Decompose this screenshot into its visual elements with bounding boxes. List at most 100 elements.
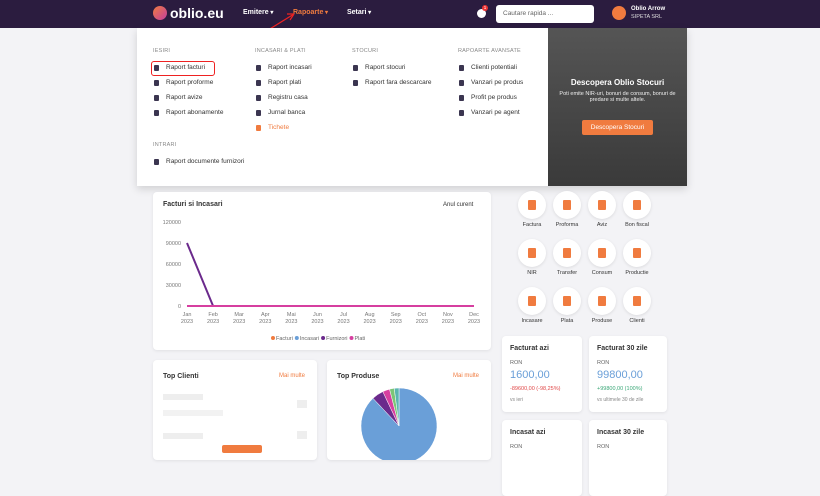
promo-panel: Descopera Oblio Stocuri Poti emite NIR-u… — [548, 28, 687, 186]
stat-currency: RON — [597, 444, 610, 450]
period-select[interactable]: Anul curent — [443, 202, 474, 208]
action-button[interactable] — [553, 239, 581, 267]
action-button[interactable] — [553, 287, 581, 315]
y-tick-label: 120000 — [163, 220, 181, 226]
menu-heading: INCASARI & PLATI — [255, 48, 306, 54]
menu-item[interactable]: Raport fara descarcare — [352, 79, 431, 86]
nav-item[interactable]: Setari — [347, 9, 371, 16]
action-label[interactable]: Plata — [560, 318, 574, 324]
menu-item[interactable]: Registru casa — [255, 94, 308, 101]
stat-card: Facturat 30 zile RON 99800,00 +99800,00 (10… — [589, 336, 667, 412]
nav-item[interactable]: Emitere — [243, 9, 273, 16]
x-tick-label: Jun 2023 — [311, 312, 324, 325]
action-label[interactable]: Factura — [522, 222, 542, 228]
page: oblio.eu Emitere Rapoarte Setari 1 Cauta… — [0, 0, 820, 448]
stat-title: Facturat azi — [510, 345, 549, 352]
action-button[interactable] — [588, 287, 616, 315]
stat-card: Incasat azi RON — [502, 420, 582, 496]
menu-item[interactable]: Raport facturi — [153, 64, 205, 71]
series-line — [186, 242, 474, 307]
notification-icon[interactable] — [477, 9, 486, 18]
top-clienti-card: Top Clienti Mai multe — [153, 360, 317, 460]
action-button[interactable] — [518, 239, 546, 267]
more-link[interactable]: Mai multe — [453, 373, 480, 379]
stat-value: 1600,00 — [510, 369, 550, 381]
x-tick-label: Apr 2023 — [259, 312, 272, 325]
action-label[interactable]: Aviz — [596, 222, 608, 228]
placeholder — [163, 410, 223, 416]
card-title: Top Clienti — [163, 373, 199, 380]
menu-item[interactable]: Raport proforme — [153, 79, 213, 86]
stat-card: Incasat 30 zile RON — [589, 420, 667, 496]
menu-heading: STOCURI — [352, 48, 379, 54]
header: oblio.eu Emitere Rapoarte Setari 1 Cauta… — [0, 0, 820, 28]
action-button[interactable] — [518, 287, 546, 315]
x-tick-label: Oct 2023 — [415, 312, 428, 325]
legend-swatch — [321, 336, 326, 340]
action-label[interactable]: Proforma — [555, 222, 579, 228]
menu-item[interactable]: Tichete — [255, 124, 289, 131]
quick-actions: Factura Proforma Aviz Bon fiscal NIR Transfer… — [505, 190, 675, 330]
action-label[interactable]: Produse — [591, 318, 613, 324]
placeholder — [297, 431, 307, 439]
logo-icon — [153, 6, 167, 20]
search-input[interactable]: Cautare rapida ... — [496, 5, 594, 23]
nav-item[interactable]: Rapoarte — [293, 9, 328, 16]
stat-currency: RON — [597, 360, 610, 366]
menu-item[interactable]: Raport stocuri — [352, 64, 405, 71]
action-button[interactable] — [518, 191, 546, 219]
placeholder — [297, 400, 307, 408]
x-tick-label: Dec 2023 — [467, 312, 481, 325]
action-label[interactable]: Clienti — [629, 318, 645, 324]
action-button[interactable] — [588, 239, 616, 267]
stat-note: vs ultimele 30 de zile — [597, 397, 644, 403]
menu-item[interactable]: Vanzari pe agent — [458, 109, 520, 116]
user-name[interactable]: Oblio Arrow — [631, 6, 666, 12]
pie-chart — [360, 387, 438, 460]
company-name: SIPETA SRL — [631, 14, 663, 20]
legend-label: Facturi — [276, 336, 293, 342]
stat-currency: RON — [510, 444, 523, 450]
menu-item[interactable]: Vanzari pe produs — [458, 79, 523, 86]
action-button[interactable] — [588, 191, 616, 219]
menu-item[interactable]: Clienti potentiali — [458, 64, 517, 71]
x-tick-label: Nov 2023 — [441, 312, 455, 325]
menu-item[interactable]: Jurnal banca — [255, 109, 305, 116]
top-produse-card: Top Produse Mai multe — [327, 360, 491, 460]
x-tick-label: Jul 2023 — [337, 312, 350, 325]
stat-title: Incasat 30 zile — [597, 429, 645, 436]
legend-label: Incasari — [300, 336, 319, 342]
stat-currency: RON — [510, 360, 523, 366]
reports-dropdown: Descopera Oblio Stocuri Poti emite NIR-u… — [137, 28, 687, 186]
stat-note: vs ieri — [510, 397, 524, 403]
more-link[interactable]: Mai multe — [279, 373, 306, 379]
menu-item[interactable]: Raport documente furnizori — [153, 158, 244, 165]
menu-item[interactable]: Raport plati — [255, 79, 301, 86]
logo[interactable]: oblio.eu — [170, 5, 224, 21]
action-label[interactable]: Transfer — [556, 270, 578, 276]
action-button[interactable] — [553, 191, 581, 219]
legend-swatch — [294, 336, 299, 340]
y-tick-label: 30000 — [166, 283, 181, 289]
action-label[interactable]: Consum — [591, 270, 613, 276]
promo-button[interactable]: Descopera Stocuri — [582, 120, 653, 135]
action-button[interactable] — [623, 287, 651, 315]
promo-title: Descopera Oblio Stocuri — [570, 78, 665, 87]
action-label[interactable]: Productie — [625, 270, 649, 276]
action-button[interactable] — [623, 191, 651, 219]
action-label[interactable]: Incasare — [521, 318, 543, 324]
action-button[interactable] — [623, 239, 651, 267]
x-tick-label: Mai 2023 — [285, 312, 298, 325]
menu-item[interactable]: Raport abonamente — [153, 109, 223, 116]
stat-title: Incasat azi — [510, 429, 546, 436]
action-label[interactable]: NIR — [527, 270, 537, 276]
menu-item[interactable]: Raport avize — [153, 94, 203, 101]
placeholder — [163, 394, 203, 400]
avatar[interactable] — [612, 6, 626, 20]
menu-item[interactable]: Raport incasari — [255, 64, 312, 71]
action-label[interactable]: Bon fiscal — [625, 222, 649, 228]
button[interactable] — [222, 445, 262, 453]
stat-change: +99800,00 (100%) — [597, 386, 643, 392]
menu-item[interactable]: Profit pe produs — [458, 94, 517, 101]
legend-swatch — [349, 336, 354, 340]
